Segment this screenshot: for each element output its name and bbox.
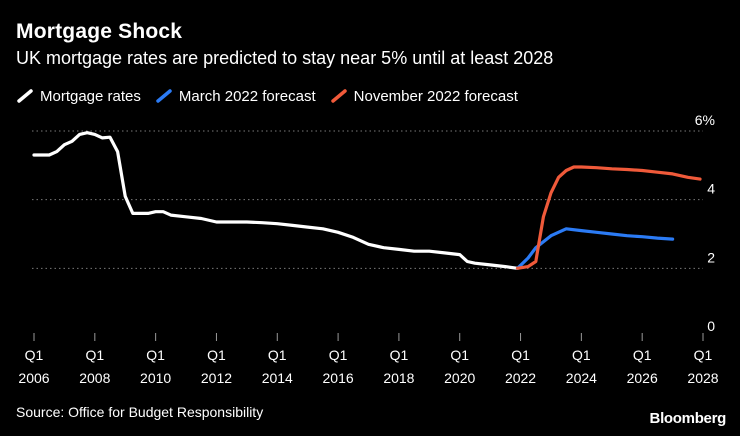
series-line-march-2022-forecast (515, 227, 675, 270)
y-tick-label-0: 0 (707, 318, 715, 334)
x-tick-quarter-2022: Q1 (511, 347, 530, 363)
x-tick-quarter-2020: Q1 (450, 347, 469, 363)
x-tick-year-2008: 2008 (79, 370, 110, 386)
chart-subtitle: UK mortgage rates are predicted to stay … (16, 48, 554, 68)
legend-label-march-2022-forecast: March 2022 forecast (178, 87, 316, 105)
x-tick-year-2010: 2010 (140, 370, 171, 386)
x-tick-quarter-2026: Q1 (633, 347, 652, 363)
x-tick-quarter-2010: Q1 (146, 347, 165, 363)
series-line-mortgage-rates (32, 131, 520, 270)
legend: Mortgage rates March 2022 forecast Novem… (16, 86, 532, 106)
grid-layer (32, 130, 703, 269)
legend-swatch-mortgage-rates (17, 89, 33, 103)
x-tick-quarter-2024: Q1 (572, 347, 591, 363)
x-tick-year-2022: 2022 (505, 370, 536, 386)
legend-swatch-march-2022-forecast (156, 89, 172, 103)
x-tick-year-2006: 2006 (18, 370, 49, 386)
chart-title: Mortgage Shock (16, 20, 183, 43)
x-tick-year-2016: 2016 (323, 370, 354, 386)
x-tick-year-2018: 2018 (383, 370, 414, 386)
x-tick-quarter-2014: Q1 (268, 347, 287, 363)
legend-item-november-2022-forecast: November 2022 forecast (330, 87, 518, 105)
x-tick-year-2014: 2014 (262, 370, 293, 386)
x-tick-quarter-2006: Q1 (25, 347, 44, 363)
series-line-november-2022-forecast (515, 165, 702, 270)
x-tick-year-2020: 2020 (444, 370, 475, 386)
brand-logo: Bloomberg (649, 410, 727, 427)
x-tick-year-2012: 2012 (201, 370, 232, 386)
x-tick-year-2024: 2024 (566, 370, 597, 386)
series-layer (32, 131, 702, 270)
x-tick-quarter-2018: Q1 (390, 347, 409, 363)
x-tick-quarter-2012: Q1 (207, 347, 226, 363)
axis-layer: 6% 4 2 0 Q1 2006 Q1 2008 Q1 2010 Q1 2012 Q1 2014 Q1 201… (18, 112, 718, 386)
y-tick-label-2: 2 (707, 249, 715, 265)
legend-item-mortgage-rates: Mortgage rates (16, 87, 141, 105)
x-tick-quarter-2016: Q1 (329, 347, 348, 363)
source-note: Source: Office for Budget Responsibility (16, 404, 264, 420)
y-tick-label-4: 4 (707, 181, 715, 197)
legend-swatch-november-2022-forecast (330, 89, 347, 103)
legend-item-march-2022-forecast: March 2022 forecast (155, 87, 316, 105)
x-tick-year-2028: 2028 (687, 370, 718, 386)
legend-label-november-2022-forecast: November 2022 forecast (353, 87, 518, 105)
legend-label-mortgage-rates: Mortgage rates (40, 87, 141, 105)
x-tick-year-2026: 2026 (627, 370, 658, 386)
y-tick-label-6: 6% (695, 112, 715, 128)
x-tick-quarter-2008: Q1 (85, 347, 104, 363)
x-tick-quarter-2028: Q1 (694, 347, 713, 363)
